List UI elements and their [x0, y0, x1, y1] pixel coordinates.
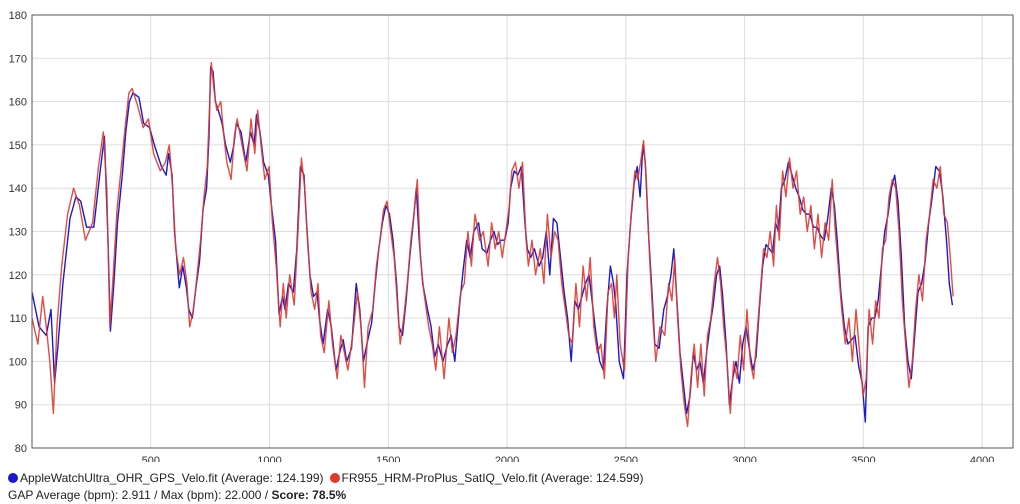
y-tick-label-130: 130: [9, 227, 27, 239]
y-tick-label-120: 120: [9, 270, 27, 282]
x-tick-label-2500: 2500: [614, 455, 638, 462]
plot-frame: [31, 14, 1014, 449]
x-tick-label-1000: 1000: [257, 455, 281, 462]
legend-label-fr955: FR955_HRM-ProPlus_SatIQ_Velo.fit (Averag…: [341, 471, 644, 485]
legend: AppleWatchUltra_OHR_GPS_Velo.fit (Averag…: [8, 471, 649, 485]
legend-item-applewatch[interactable]: AppleWatchUltra_OHR_GPS_Velo.fit (Averag…: [8, 471, 324, 485]
legend-label-applewatch: AppleWatchUltra_OHR_GPS_Velo.fit (Averag…: [20, 471, 324, 485]
y-tick-label-140: 140: [9, 183, 27, 195]
x-tick-label-3500: 3500: [851, 455, 875, 462]
legend-dot-fr955: [329, 473, 340, 483]
legend-item-fr955[interactable]: FR955_HRM-ProPlus_SatIQ_Velo.fit (Averag…: [329, 471, 644, 485]
x-tick-label-3000: 3000: [732, 455, 756, 462]
x-tick-label-1500: 1500: [376, 455, 400, 462]
y-tick-label-180: 180: [9, 10, 27, 22]
legend-dot-applewatch: [8, 473, 18, 483]
gap-stats-text: GAP Average (bpm): 2.911 / Max (bpm): 22…: [8, 488, 272, 502]
heart-rate-line-chart: 80 90 100 110 120 130 140 150 160 170 180 500 1000 15…: [9, 10, 1014, 462]
x-tick-label-4000: 4000: [970, 455, 994, 462]
y-tick-label-170: 170: [9, 53, 27, 65]
chart-area: 80 90 100 110 120 130 140 150 160 170 180 500 1000 15…: [9, 10, 1014, 462]
x-tick-label-500: 500: [142, 455, 160, 462]
score-value: Score: 78.5%: [271, 488, 347, 502]
y-tick-label-90: 90: [15, 400, 27, 412]
x-tick-label-2000: 2000: [495, 455, 519, 462]
gap-stats: GAP Average (bpm): 2.911 / Max (bpm): 22…: [8, 488, 346, 502]
y-tick-label-150: 150: [9, 140, 27, 152]
y-tick-label-160: 160: [9, 97, 27, 109]
y-tick-label-110: 110: [9, 313, 27, 325]
y-tick-label-80: 80: [15, 443, 27, 455]
y-tick-label-100: 100: [9, 356, 27, 368]
series-line-fr955: [31, 61, 954, 428]
